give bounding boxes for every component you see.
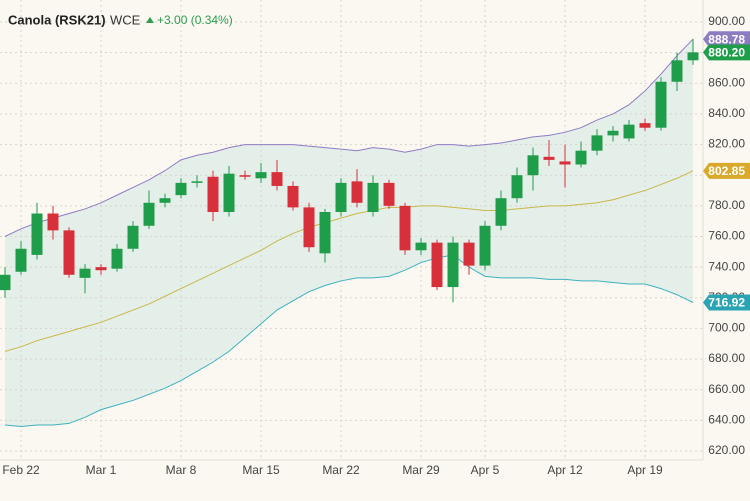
candle-body: [79, 268, 91, 278]
x-tick-label: Mar 15: [242, 463, 280, 477]
candle-body: [319, 211, 331, 254]
candle-body: [431, 242, 443, 288]
candle-body: [479, 225, 491, 266]
candle-body: [95, 267, 107, 271]
candle-body: [143, 202, 155, 226]
candle-body: [335, 182, 347, 212]
y-tick-label: 740.00: [708, 259, 745, 273]
candle-body: [607, 130, 619, 136]
candle-body: [351, 181, 363, 203]
candle-body: [383, 182, 395, 206]
x-tick-label: Mar 8: [166, 463, 197, 477]
candle-body: [447, 242, 459, 288]
y-tick-label: 820.00: [708, 137, 745, 151]
candle-body: [207, 176, 219, 212]
value-tag-label: 802.85: [708, 164, 745, 178]
candle-body: [287, 185, 299, 208]
candle-body: [239, 175, 251, 177]
candle-body: [687, 52, 699, 61]
x-tick-label: Mar 22: [322, 463, 360, 477]
x-tick-label: Apr 19: [627, 463, 663, 477]
y-tick-label: 780.00: [708, 198, 745, 212]
x-tick-label: Apr 5: [471, 463, 500, 477]
value-tag-label: 880.20: [708, 46, 745, 60]
candle-body: [527, 155, 539, 176]
y-tick-label: 840.00: [708, 106, 745, 120]
change: +3.00 (0.34%): [157, 13, 233, 27]
candle-body: [0, 274, 11, 291]
candle-body: [559, 161, 571, 165]
candle-body: [127, 225, 139, 249]
band-line: [4, 38, 694, 237]
candle-body: [623, 124, 635, 139]
chart-title: Canola (RSK21): [8, 12, 106, 27]
candle-body: [111, 248, 123, 269]
band-line: [4, 254, 694, 427]
y-tick-label: 860.00: [708, 75, 745, 89]
y-tick-label: 660.00: [708, 382, 745, 396]
candle-body: [655, 81, 667, 128]
candle-body: [495, 198, 507, 226]
candle-body: [591, 135, 603, 151]
y-tick-label: 760.00: [708, 229, 745, 243]
candle-body: [159, 198, 171, 203]
candle-body: [399, 205, 411, 251]
candle-body: [367, 182, 379, 212]
band-fill: [5, 39, 693, 427]
candle-body: [175, 182, 187, 196]
candle-body: [415, 242, 427, 251]
y-tick-label: 640.00: [708, 413, 745, 427]
y-tick-label: 620.00: [708, 443, 745, 457]
candle-body: [31, 213, 43, 255]
x-tick-label: Feb 22: [2, 463, 40, 477]
candle-body: [303, 207, 315, 248]
x-tick-label: Apr 12: [547, 463, 583, 477]
candle-body: [63, 230, 75, 275]
band-line: [4, 170, 694, 352]
candle-body: [511, 175, 523, 199]
candle-body: [575, 150, 587, 165]
value-tag: [703, 31, 750, 48]
candle-body: [543, 156, 555, 160]
up-arrow: [146, 17, 154, 23]
value-tag-label: 716.92: [708, 296, 745, 310]
candle-body: [639, 123, 651, 128]
y-tick-label: 900.00: [708, 14, 745, 28]
value-tag: [703, 44, 750, 61]
candle-body: [223, 173, 235, 212]
value-tag-label: 888.78: [708, 32, 745, 46]
x-tick-label: Mar 29: [402, 463, 440, 477]
value-tag: [703, 162, 750, 179]
candle-body: [255, 172, 267, 179]
candle-body: [271, 172, 283, 186]
candle-body: [15, 248, 27, 272]
y-tick-label: 680.00: [708, 351, 745, 365]
candle-body: [191, 181, 203, 183]
x-tick-label: Mar 1: [86, 463, 117, 477]
candle-body: [47, 213, 59, 231]
y-tick-label: 700.00: [708, 321, 745, 335]
exchange: WCE: [110, 12, 141, 27]
value-tag: [703, 294, 750, 311]
candle-body: [671, 60, 683, 82]
candle-body: [463, 242, 475, 266]
plot-area: [0, 0, 703, 460]
